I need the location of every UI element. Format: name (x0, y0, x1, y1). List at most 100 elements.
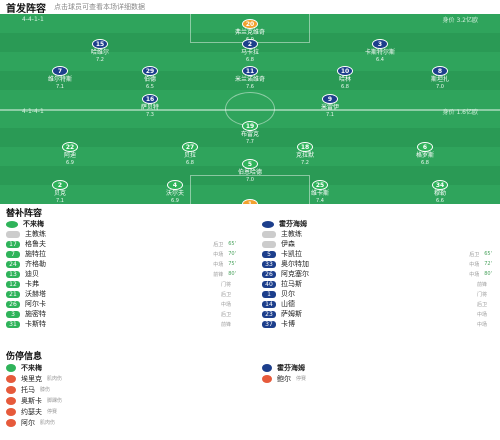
injury-row[interactable]: 埃里克 肌肉伤 (6, 373, 236, 384)
injury-row[interactable]: 约瑟夫 停赛 (6, 406, 236, 417)
player-rating: 6.8 (186, 160, 194, 166)
home-player[interactable]: 27 贝拉 6.8 (155, 142, 225, 166)
sub-player-row[interactable]: 26 阿克塞尔 中场 80' (262, 269, 492, 279)
injury-icon (6, 374, 16, 383)
sub-player-row[interactable]: 主教练 (262, 229, 492, 239)
home-player[interactable]: 34 穆勒 6.6 (405, 180, 475, 204)
sub-player-row[interactable]: 37 卡博 中场 (262, 319, 492, 329)
home-player[interactable]: 22 阿迪 6.9 (35, 142, 105, 166)
injury-row[interactable]: 托马 膝伤 (6, 384, 236, 395)
player-rating: 6.4 (376, 57, 384, 63)
injury-row[interactable]: 阿尔 肌肉伤 (6, 417, 236, 428)
sub-player-name: 卡弗 (25, 280, 39, 288)
sub-player-row[interactable]: 3 施密特 后卫 (6, 309, 236, 319)
home-player[interactable]: 1诺伊尔6.9 (215, 199, 285, 204)
sub-player-row[interactable]: 伊森 (262, 239, 492, 249)
home-player[interactable]: 6 格罗斯 6.8 (390, 142, 460, 166)
pitch-stripe (0, 71, 500, 90)
sub-number: 12 (6, 280, 20, 288)
away-player[interactable]: 10 哈林 6.8 (310, 66, 380, 90)
sub-player-row[interactable]: 13 迪贝 前锋 80' (6, 269, 236, 279)
injury-row[interactable]: 奥斯卡 脚踝伤 (6, 395, 236, 406)
team-crest-icon (6, 363, 16, 372)
away-player[interactable]: 9 米雷伊 7.1 (295, 94, 365, 118)
sub-player-name: 阿克塞尔 (281, 270, 309, 278)
team-label: 不来梅 (21, 363, 42, 372)
injury-reason: 停赛 (47, 409, 58, 415)
sub-player-name: 主教练 (281, 230, 302, 238)
injury-reason: 停赛 (296, 376, 307, 382)
sub-player-name: 山德 (281, 300, 295, 308)
team-name: 霍芬海姆 (262, 362, 492, 373)
away-player[interactable]: 11 米兰诺维奇 7.6 (215, 66, 285, 90)
sub-player-name: 迪贝 (25, 270, 39, 278)
away-player[interactable]: 29 伯德 6.5 (115, 66, 185, 90)
away-player[interactable]: 3 卡斯特尔斯 6.4 (345, 39, 415, 63)
sub-position: 后卫 (476, 301, 487, 308)
player-name: 维卡斯 (310, 190, 329, 197)
player-number: 2 (52, 180, 68, 190)
sub-player-name: 伊森 (281, 240, 295, 248)
sub-player-row[interactable]: 17 格鲁夫 后卫 65' (6, 239, 236, 249)
sub-player-row[interactable]: 主教练 (6, 229, 236, 239)
injury-icon (262, 374, 272, 383)
sub-player-row[interactable]: 5 卡凯拉 后卫 65' (262, 249, 492, 259)
away-player[interactable]: 15 哈维尔 7.2 (65, 39, 135, 63)
player-number: 7 (52, 66, 68, 76)
sub-player-row[interactable]: 14 山德 后卫 (262, 299, 492, 309)
away-injuries-list: 霍芬海姆 鲍尔 停赛 (262, 362, 492, 384)
sub-player-row[interactable]: 33 奥尔特加 中场 72' (262, 259, 492, 269)
team-name: 不来梅 (6, 219, 236, 229)
player-rating: 7.7 (246, 139, 254, 145)
subs-title: 替补阵容 (6, 208, 43, 219)
sub-player-row[interactable]: 40 拉马斯 前锋 (262, 279, 492, 289)
team-crest-icon (262, 220, 274, 228)
home-player[interactable]: 2 贝克 7.1 (25, 180, 95, 204)
sub-player-name: 卡博 (281, 320, 295, 328)
home-player[interactable]: 19 布雷克 7.7 (215, 121, 285, 145)
team-label: 霍芬海姆 (277, 363, 305, 372)
sub-number: 33 (262, 260, 276, 268)
sub-time: 75' (228, 261, 236, 267)
player-number: 22 (62, 142, 78, 152)
pitch-stripe (0, 166, 500, 185)
sub-player-row[interactable]: 26 阿尔卡 中场 (6, 299, 236, 309)
sub-player-row[interactable]: 1 贝尔 门将 (262, 289, 492, 299)
injury-icon (6, 407, 16, 416)
player-number: 5 (242, 159, 258, 169)
player-rating: 7.6 (246, 84, 254, 90)
player-name: 米雷伊 (320, 104, 339, 111)
page-title: 首发阵容 (6, 3, 46, 15)
sub-player-name: 施密特 (25, 310, 46, 318)
sub-number (262, 230, 276, 238)
player-name: 马卡拉 (240, 49, 259, 56)
home-player[interactable]: 5 伯恩哈德 7.0 (215, 159, 285, 183)
away-player[interactable]: 2 马卡拉 6.8 (215, 39, 285, 63)
sub-player-row[interactable]: 7 施特拉 中场 70' (6, 249, 236, 259)
sub-time: 65' (228, 241, 236, 247)
sub-position: 前锋 (476, 281, 487, 288)
away-player[interactable]: 16 萨贝特 7.3 (115, 94, 185, 118)
injury-row[interactable]: 鲍尔 停赛 (262, 373, 492, 384)
sub-player-row[interactable]: 23 萨姆斯 中场 (262, 309, 492, 319)
player-name: 克拉默 (295, 152, 314, 159)
sub-player-row[interactable]: 24 齐格勒 中场 75' (6, 259, 236, 269)
pitch-stripe (0, 128, 500, 147)
player-name: 萨贝特 (140, 104, 159, 111)
away-player[interactable]: 8 斯坦扎 7.0 (405, 66, 475, 90)
injuries-title: 伤停信息 (6, 351, 43, 362)
page-subtitle: 点击球员可查看本场详细数据 (54, 3, 145, 11)
sub-player-row[interactable]: 31 卡斯特 前锋 (6, 319, 236, 329)
injury-reason: 脚踝伤 (47, 398, 63, 404)
sub-player-name: 主教练 (25, 230, 46, 238)
home-player[interactable]: 25 维卡斯 7.4 (285, 180, 355, 204)
sub-position: 后卫 (469, 251, 480, 258)
sub-player-name: 贝尔 (281, 290, 295, 298)
away-player[interactable]: 7 维尔特斯 7.1 (25, 66, 95, 90)
sub-position: 门将 (220, 281, 231, 288)
sub-player-row[interactable]: 21 沃赫塔 后卫 (6, 289, 236, 299)
sub-player-row[interactable]: 12 卡弗 门将 (6, 279, 236, 289)
home-player[interactable]: 18 克拉默 7.2 (270, 142, 340, 166)
home-player[interactable]: 4 沃尔夫 6.9 (140, 180, 210, 204)
